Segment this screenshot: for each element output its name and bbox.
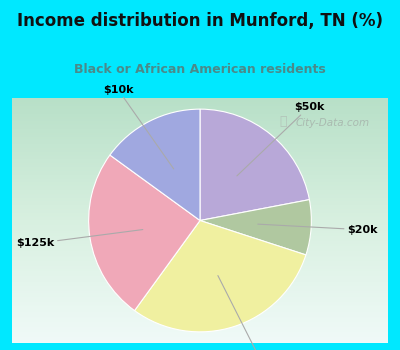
Text: $10k: $10k bbox=[103, 84, 174, 169]
Text: Income distribution in Munford, TN (%): Income distribution in Munford, TN (%) bbox=[17, 12, 383, 30]
Text: City-Data.com: City-Data.com bbox=[295, 118, 369, 128]
Text: $125k: $125k bbox=[16, 230, 143, 248]
Text: $20k: $20k bbox=[258, 224, 377, 235]
Text: ⓘ: ⓘ bbox=[279, 115, 286, 128]
Text: $50k: $50k bbox=[237, 102, 324, 176]
Wedge shape bbox=[134, 220, 306, 332]
Wedge shape bbox=[200, 109, 309, 220]
Wedge shape bbox=[200, 199, 311, 255]
Wedge shape bbox=[110, 109, 200, 220]
Text: $75k: $75k bbox=[218, 275, 276, 350]
Text: Black or African American residents: Black or African American residents bbox=[74, 63, 326, 76]
Wedge shape bbox=[89, 155, 200, 310]
